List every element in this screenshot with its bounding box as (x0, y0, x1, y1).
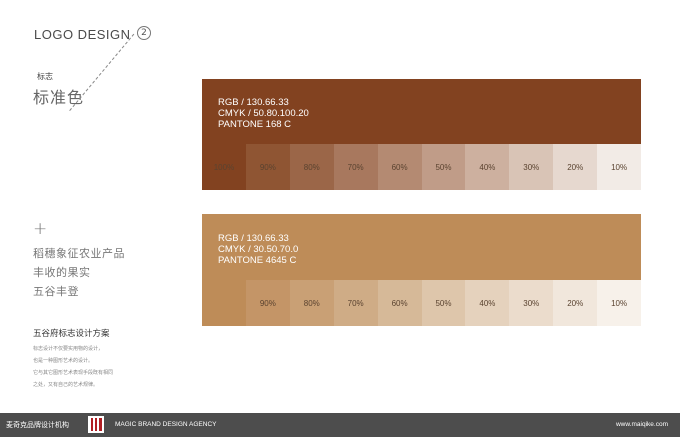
tint-cell: 70% (333, 280, 378, 326)
tint-strip: 90% 80% 70% 60% 50% 40% 30% 20% 10% (202, 280, 642, 326)
tint-cell: 20% (553, 144, 598, 190)
tint-cell: 30% (509, 144, 554, 190)
tint-cell: 10% (597, 144, 642, 190)
design-plan-title: 五谷府标志设计方案 (33, 329, 110, 339)
section-label-standard-color: 标准色 (33, 88, 85, 107)
section-label-small: 标志 (37, 72, 53, 81)
plan-text-line-2: 也是一种图形艺术的设计。 (33, 358, 94, 364)
tint-cell: 100% (202, 144, 246, 190)
footer-website-link[interactable]: www.maiqike.com (615, 421, 668, 428)
swatch-rgb-text: RGB / 130.66.33 (218, 97, 289, 108)
footer-agency-name-cn: 麦奇克品牌设计机构 (6, 421, 69, 429)
tint-cell: 90% (245, 144, 290, 190)
tint-cell: 70% (333, 144, 378, 190)
plan-text-line-4: 之处，又有自己的艺术规律。 (33, 382, 99, 388)
tint-cell: 80% (289, 280, 334, 326)
tint-cell: 10% (597, 280, 642, 326)
plan-text-line-1: 标志设计不仅要实用物的设计， (33, 346, 104, 352)
meaning-line-2: 丰收的果实 (33, 266, 91, 279)
swatch-rgb-text: RGB / 130.66.33 (218, 233, 289, 244)
tint-cell: 90% (245, 280, 290, 326)
tint-cell: 80% (289, 144, 334, 190)
tint-cell: 50% (421, 144, 466, 190)
meaning-line-3: 五谷丰登 (33, 285, 79, 298)
color-swatch-primary: RGB / 130.66.33 CMYK / 50.80.100.20 PANT… (202, 79, 642, 190)
swatch-main-block (202, 79, 641, 144)
tint-cell: 50% (421, 280, 466, 326)
tint-cell: 60% (377, 144, 422, 190)
swatch-cmyk-text: CMYK / 30.50.70.0 (218, 244, 299, 255)
meaning-line-1: 稻穗象征农业产品 (33, 247, 125, 260)
footer-bar: 麦奇克品牌设计机构 MAGIC BRAND DESIGN AGENCY www.… (0, 413, 680, 437)
page-title: LOGO DESIGN (34, 27, 131, 42)
footer-agency-name-en: MAGIC BRAND DESIGN AGENCY (115, 421, 217, 428)
swatch-pantone-text: PANTONE 168 C (218, 119, 292, 130)
swatch-pantone-text: PANTONE 4645 C (218, 255, 297, 266)
page-number-badge: 2 (137, 26, 151, 40)
swatch-cmyk-text: CMYK / 50.80.100.20 (218, 108, 309, 119)
tint-cell (202, 280, 246, 326)
tint-cell: 20% (553, 280, 598, 326)
color-swatch-secondary: RGB / 130.66.33 CMYK / 30.50.70.0 PANTON… (202, 214, 642, 326)
swatch-main-block (202, 214, 641, 280)
plan-text-line-3: 它与其它图形艺术表现手段既有相同 (33, 370, 114, 376)
tint-strip: 100% 90% 80% 70% 60% 50% 40% 30% 20% 10% (202, 144, 642, 190)
tint-cell: 40% (465, 280, 510, 326)
tint-cell: 30% (509, 280, 554, 326)
agency-logo-icon (88, 416, 104, 433)
tint-cell: 40% (465, 144, 510, 190)
decorative-dashed-line (69, 33, 136, 112)
tint-cell: 60% (377, 280, 422, 326)
plus-icon: + (33, 219, 48, 239)
